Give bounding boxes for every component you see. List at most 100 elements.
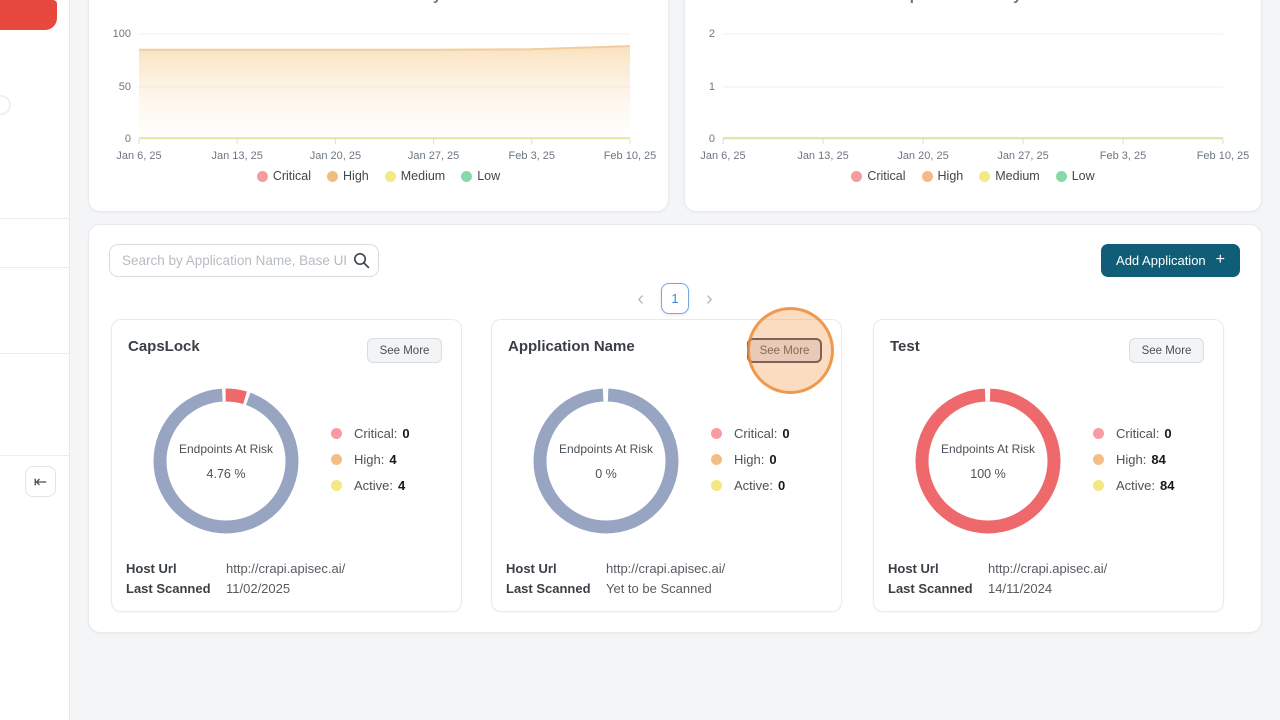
search-input[interactable] <box>109 244 379 277</box>
legend-dot-icon <box>979 170 991 182</box>
legend-dot-icon <box>921 170 933 182</box>
x-axis-label: Jan 20, 25 <box>309 150 362 162</box>
stat-label: High: <box>354 451 385 467</box>
legend-item[interactable]: Critical <box>256 169 312 183</box>
x-axis-label: Jan 6, 25 <box>116 150 162 162</box>
last-scanned-value: Yet to be Scanned <box>606 581 712 596</box>
stat-dot-icon <box>711 453 722 465</box>
last-scanned-label: Last Scanned <box>506 581 591 596</box>
legend-item[interactable]: Medium <box>979 169 1040 183</box>
chart-legend: Critical High Medium Low <box>685 169 1261 183</box>
sidebar-divider <box>0 455 69 456</box>
legend-dot-icon <box>851 170 863 182</box>
stat-label: High: <box>1116 451 1147 467</box>
donut-center-label: Endpoints At Risk <box>940 441 1036 456</box>
see-more-button[interactable]: See More <box>1129 338 1204 363</box>
donut-percent-value: 0 % <box>595 466 617 481</box>
see-more-button[interactable]: See More <box>367 338 442 363</box>
add-application-button[interactable]: Add Application + <box>1101 244 1240 277</box>
search-box <box>109 244 379 277</box>
legend-dot-icon <box>1055 170 1067 182</box>
stat-label: Critical: <box>354 425 398 441</box>
stat-label: High: <box>734 451 765 467</box>
risk-stat-item: Critical: 0 <box>711 420 790 446</box>
application-card: Test See More Endpoints At Risk 100 % Cr… <box>873 319 1224 612</box>
application-name: Application Name <box>508 338 635 355</box>
chart-legend: Critical High Medium Low <box>89 169 668 183</box>
x-axis-label: Jan 13, 25 <box>211 150 263 162</box>
pagination: ‹ 1 › <box>89 283 1261 314</box>
application-card: Application Name See More Endpoints At R… <box>491 319 842 612</box>
trend-chart-plot <box>138 33 631 144</box>
stat-dot-icon <box>1093 453 1104 465</box>
legend-dot-icon <box>384 170 396 182</box>
x-axis-label: Jan 27, 25 <box>407 150 460 162</box>
stat-label: Active: <box>734 477 774 493</box>
host-url-label: Host Url <box>888 561 939 576</box>
stat-dot-icon <box>331 427 342 439</box>
x-axis-label: Feb 10, 25 <box>603 150 657 162</box>
risk-stat-item: Active: 84 <box>1093 472 1174 498</box>
add-application-label: Add Application <box>1116 253 1206 268</box>
y-axis-label: 100 <box>112 28 131 40</box>
legend-label: Critical <box>867 169 906 183</box>
stat-value: 0 <box>778 477 786 493</box>
see-more-button[interactable]: See More <box>747 338 822 363</box>
endpoints-at-risk-donut: Endpoints At Risk 4.76 % <box>150 385 302 537</box>
stat-label: Critical: <box>734 425 778 441</box>
stat-value: 4 <box>398 477 406 493</box>
stat-dot-icon <box>331 453 342 465</box>
stat-value: 0 <box>782 425 790 441</box>
page-number-button[interactable]: 1 <box>661 283 689 314</box>
trend-chart-plot <box>722 33 1224 144</box>
legend-label: Critical <box>272 169 312 183</box>
last-scanned-label: Last Scanned <box>126 581 211 596</box>
chart-title: Vulnerabilities Trend by Week <box>89 0 668 3</box>
legend-label: Medium <box>400 169 446 183</box>
legend-item[interactable]: High <box>327 169 369 183</box>
legend-item[interactable]: Low <box>461 169 500 183</box>
legend-dot-icon <box>327 170 339 182</box>
sidebar-partial-icon <box>0 95 11 115</box>
x-axis-label: Feb 3, 25 <box>508 150 556 162</box>
stat-value: 84 <box>1160 477 1175 493</box>
legend-item[interactable]: Medium <box>384 169 446 183</box>
y-axis-label: 0 <box>124 133 131 145</box>
application-name: CapsLock <box>128 338 200 355</box>
stat-dot-icon <box>1093 427 1104 439</box>
x-axis-label: Jan 13, 25 <box>797 150 849 162</box>
collapse-arrow-icon: ⇤ <box>33 473 48 491</box>
y-axis-label: 2 <box>708 28 715 40</box>
endpoints-at-risk-donut: Endpoints At Risk 0 % <box>530 385 682 537</box>
legend-item[interactable]: Low <box>1055 169 1095 183</box>
app-logo[interactable] <box>0 0 57 30</box>
plus-icon: + <box>1215 251 1225 268</box>
x-axis-label: Jan 27, 25 <box>997 150 1049 162</box>
risk-stat-item: Critical: 0 <box>331 420 410 446</box>
stat-dot-icon <box>711 479 722 491</box>
host-url-value: http://crapi.apisec.ai/ <box>606 561 726 576</box>
y-axis-label: 1 <box>708 81 715 93</box>
legend-item[interactable]: Critical <box>851 169 906 183</box>
risk-stat-item: Critical: 0 <box>1093 420 1174 446</box>
host-url-value: http://crapi.apisec.ai/ <box>988 561 1108 576</box>
search-icon[interactable] <box>353 252 370 269</box>
sidebar-divider <box>0 218 69 219</box>
endpoints-at-risk-donut: Endpoints At Risk 100 % <box>912 385 1064 537</box>
stat-value: 84 <box>1151 451 1166 467</box>
legend-item[interactable]: High <box>921 169 963 183</box>
risk-stat-item: High: 4 <box>331 446 410 472</box>
last-scanned-value: 11/02/2025 <box>226 581 291 596</box>
risk-stat-item: High: 0 <box>711 446 790 472</box>
stat-label: Active: <box>1116 477 1156 493</box>
y-axis-label: 50 <box>118 81 131 93</box>
application-card: CapsLock See More Endpoints At Risk 4.76… <box>111 319 462 612</box>
stat-value: 0 <box>402 425 410 441</box>
previous-page-chevron-icon[interactable]: ‹ <box>637 287 644 310</box>
sidebar-collapse-button[interactable]: ⇤ <box>25 466 56 497</box>
donut-center-label: Endpoints At Risk <box>558 441 654 456</box>
next-page-chevron-icon[interactable]: › <box>706 287 713 310</box>
donut-chart <box>533 388 679 534</box>
donut-chart <box>153 388 299 534</box>
